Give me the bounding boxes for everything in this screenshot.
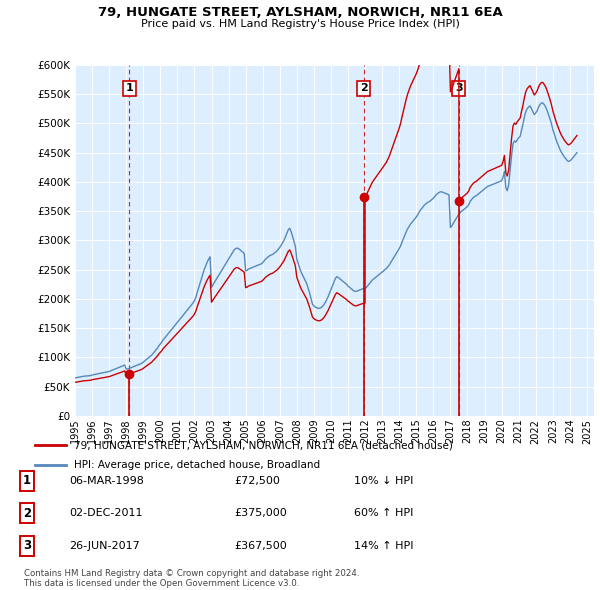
Text: £375,000: £375,000: [234, 509, 287, 518]
Text: 1: 1: [125, 83, 133, 93]
Text: 1: 1: [23, 474, 31, 487]
Text: 26-JUN-2017: 26-JUN-2017: [69, 541, 140, 550]
Text: 06-MAR-1998: 06-MAR-1998: [69, 476, 144, 486]
Text: 2: 2: [360, 83, 368, 93]
Text: 14% ↑ HPI: 14% ↑ HPI: [354, 541, 413, 550]
Text: 79, HUNGATE STREET, AYLSHAM, NORWICH, NR11 6EA: 79, HUNGATE STREET, AYLSHAM, NORWICH, NR…: [98, 6, 502, 19]
Text: 02-DEC-2011: 02-DEC-2011: [69, 509, 143, 518]
Text: £367,500: £367,500: [234, 541, 287, 550]
Text: 2: 2: [23, 507, 31, 520]
Text: Price paid vs. HM Land Registry's House Price Index (HPI): Price paid vs. HM Land Registry's House …: [140, 19, 460, 29]
Text: HPI: Average price, detached house, Broadland: HPI: Average price, detached house, Broa…: [74, 460, 320, 470]
Text: 10% ↓ HPI: 10% ↓ HPI: [354, 476, 413, 486]
Text: 3: 3: [455, 83, 463, 93]
Text: Contains HM Land Registry data © Crown copyright and database right 2024.
This d: Contains HM Land Registry data © Crown c…: [24, 569, 359, 588]
Text: 60% ↑ HPI: 60% ↑ HPI: [354, 509, 413, 518]
Text: 79, HUNGATE STREET, AYLSHAM, NORWICH, NR11 6EA (detached house): 79, HUNGATE STREET, AYLSHAM, NORWICH, NR…: [74, 440, 454, 450]
Text: £72,500: £72,500: [234, 476, 280, 486]
Text: 3: 3: [23, 539, 31, 552]
